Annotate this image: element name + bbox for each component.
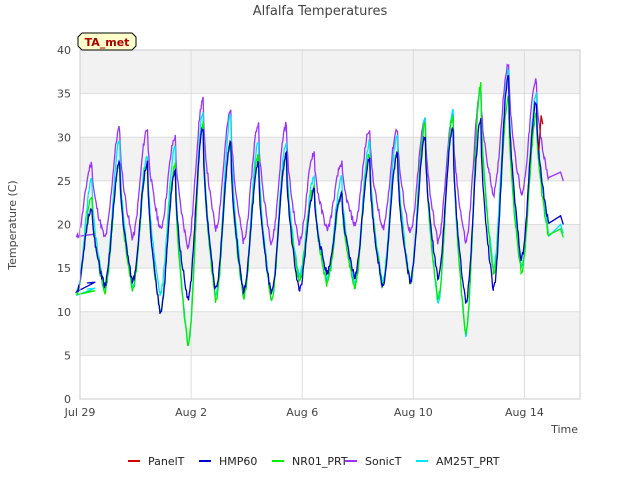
axes [79, 49, 581, 400]
x-axis-label: Time [550, 423, 578, 436]
chart-title: Alfalfa Temperatures [253, 4, 388, 19]
series-line-panelt [538, 115, 544, 151]
plot-band [80, 50, 580, 94]
ta-met-badge: TA_met [77, 32, 137, 51]
y-tick-label: 20 [57, 219, 71, 232]
x-tick-labels: Jul 29 Aug 2 Aug 6 Aug 10 Aug 14 [64, 406, 544, 419]
plot-band [80, 355, 580, 399]
series-line-hmp60 [74, 74, 564, 315]
x-tick-label: Jul 29 [64, 406, 96, 419]
legend-label: PanelT [148, 455, 185, 468]
legend-label: AM25T_PRT [436, 455, 500, 468]
legend-label: NR01_PRT [292, 455, 348, 468]
plot-band [80, 137, 580, 181]
x-tick-label: Aug 10 [394, 406, 433, 419]
y-tick-label: 5 [64, 349, 71, 362]
y-axis-label: Temperature (C) [6, 180, 19, 270]
y-tick-labels: 0 5 10 15 20 25 30 35 40 [57, 44, 71, 406]
legend-label: SonicT [365, 455, 402, 468]
series-lines [74, 63, 564, 347]
badge-box [77, 32, 137, 51]
series-line-sonict [75, 63, 564, 250]
x-tick-label: Aug 2 [175, 406, 207, 419]
y-tick-label: 25 [57, 175, 71, 188]
x-tick-label: Aug 6 [286, 406, 318, 419]
legend: PanelT HMP60 NR01_PRT SonicT AM25T_PRT [128, 455, 500, 468]
y-tick-label: 30 [57, 131, 71, 144]
y-tick-label: 35 [57, 88, 71, 101]
plot-band [80, 93, 580, 138]
legend-label: HMP60 [219, 455, 257, 468]
y-tick-label: 40 [57, 44, 71, 57]
y-tick-label: 10 [57, 306, 71, 319]
x-tick-label: Aug 14 [505, 406, 544, 419]
plot-frame [79, 49, 581, 400]
badge-label: TA_met [85, 36, 130, 49]
y-tick-label: 0 [64, 393, 71, 406]
y-tick-label: 15 [57, 262, 71, 275]
plot-band [80, 311, 580, 356]
